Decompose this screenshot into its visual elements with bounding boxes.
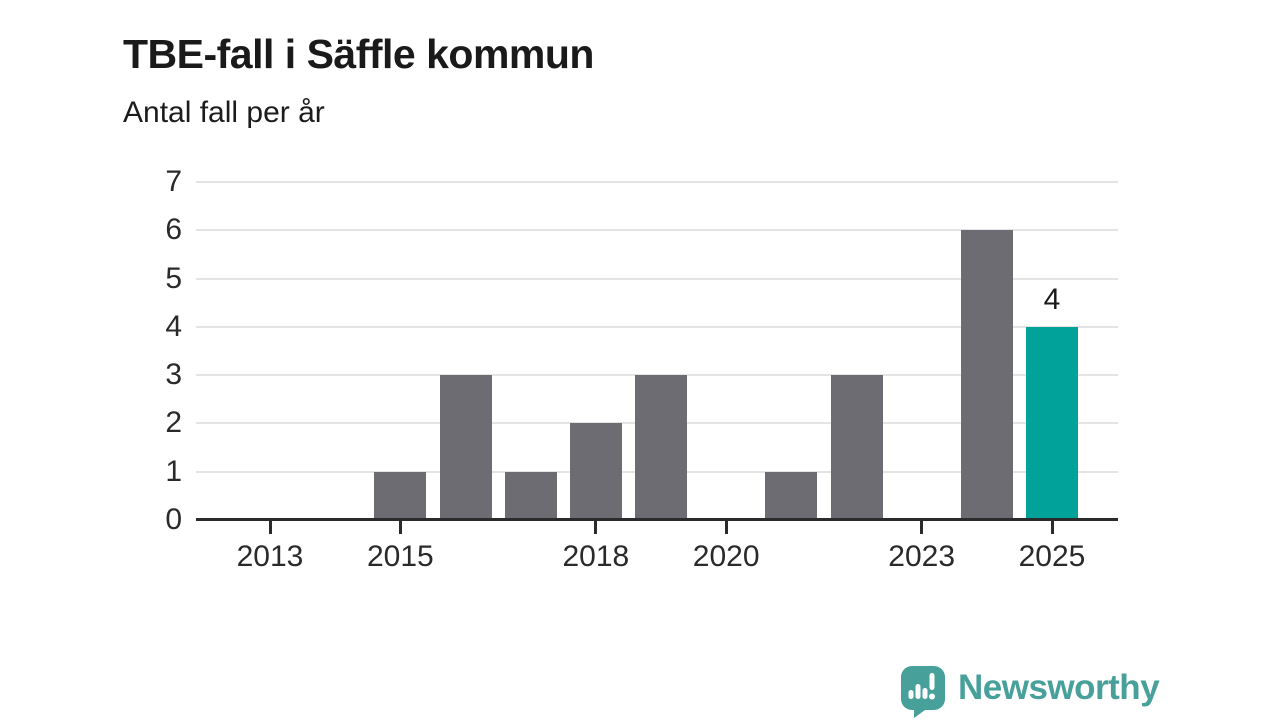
y-axis-label-4: 4 bbox=[165, 309, 182, 343]
newsworthy-speech-bubble-bar-chart-icon bbox=[901, 666, 945, 718]
x-axis-label-2025: 2025 bbox=[1018, 540, 1086, 573]
newsworthy-logo-text: Newsworthy bbox=[958, 668, 1160, 707]
gridline-y5 bbox=[196, 277, 1118, 280]
x-axis-tick-2018 bbox=[594, 521, 598, 534]
bar-2019 bbox=[635, 375, 687, 520]
bar-2021 bbox=[765, 471, 818, 520]
gridline-y7 bbox=[196, 181, 1118, 183]
chart-subtitle: Antal fall per år bbox=[123, 96, 325, 129]
y-axis-label-1: 1 bbox=[165, 454, 182, 488]
y-axis-label-5: 5 bbox=[165, 261, 182, 295]
bar-2018 bbox=[569, 423, 622, 520]
y-axis-label-6: 6 bbox=[165, 213, 182, 247]
y-axis-label-7: 7 bbox=[165, 165, 182, 198]
x-axis-tick-2023 bbox=[920, 521, 924, 534]
chart-title: TBE-fall i Säffle kommun bbox=[123, 31, 594, 78]
x-axis-label-2023: 2023 bbox=[888, 540, 956, 573]
bar-2022 bbox=[830, 375, 883, 520]
newsworthy-logo: Newsworthy bbox=[901, 666, 1160, 718]
bar-2016 bbox=[439, 375, 492, 520]
gridline-y4 bbox=[196, 325, 1118, 328]
x-axis-label-2020: 2020 bbox=[692, 540, 760, 573]
x-axis-label-2015: 2015 bbox=[366, 540, 434, 573]
bar-value-label-2025: 4 bbox=[1043, 282, 1061, 316]
x-axis-tick-2013 bbox=[268, 521, 272, 534]
x-axis-label-2018: 2018 bbox=[562, 540, 630, 573]
x-axis-tick-2020 bbox=[724, 521, 728, 534]
bar-2025 bbox=[1026, 326, 1078, 520]
y-axis-label-3: 3 bbox=[165, 358, 182, 392]
gridline-y6 bbox=[196, 229, 1118, 232]
x-axis-line bbox=[196, 518, 1118, 521]
x-axis-tick-2015 bbox=[398, 521, 402, 534]
bar-2015 bbox=[374, 471, 427, 520]
x-axis-tick-2025 bbox=[1050, 521, 1054, 534]
x-axis-label-2013: 2013 bbox=[236, 540, 304, 573]
bar-2017 bbox=[504, 471, 557, 520]
bar-2024 bbox=[960, 230, 1013, 520]
y-axis-label-0: 0 bbox=[165, 503, 182, 536]
y-axis-label-2: 2 bbox=[165, 406, 182, 440]
